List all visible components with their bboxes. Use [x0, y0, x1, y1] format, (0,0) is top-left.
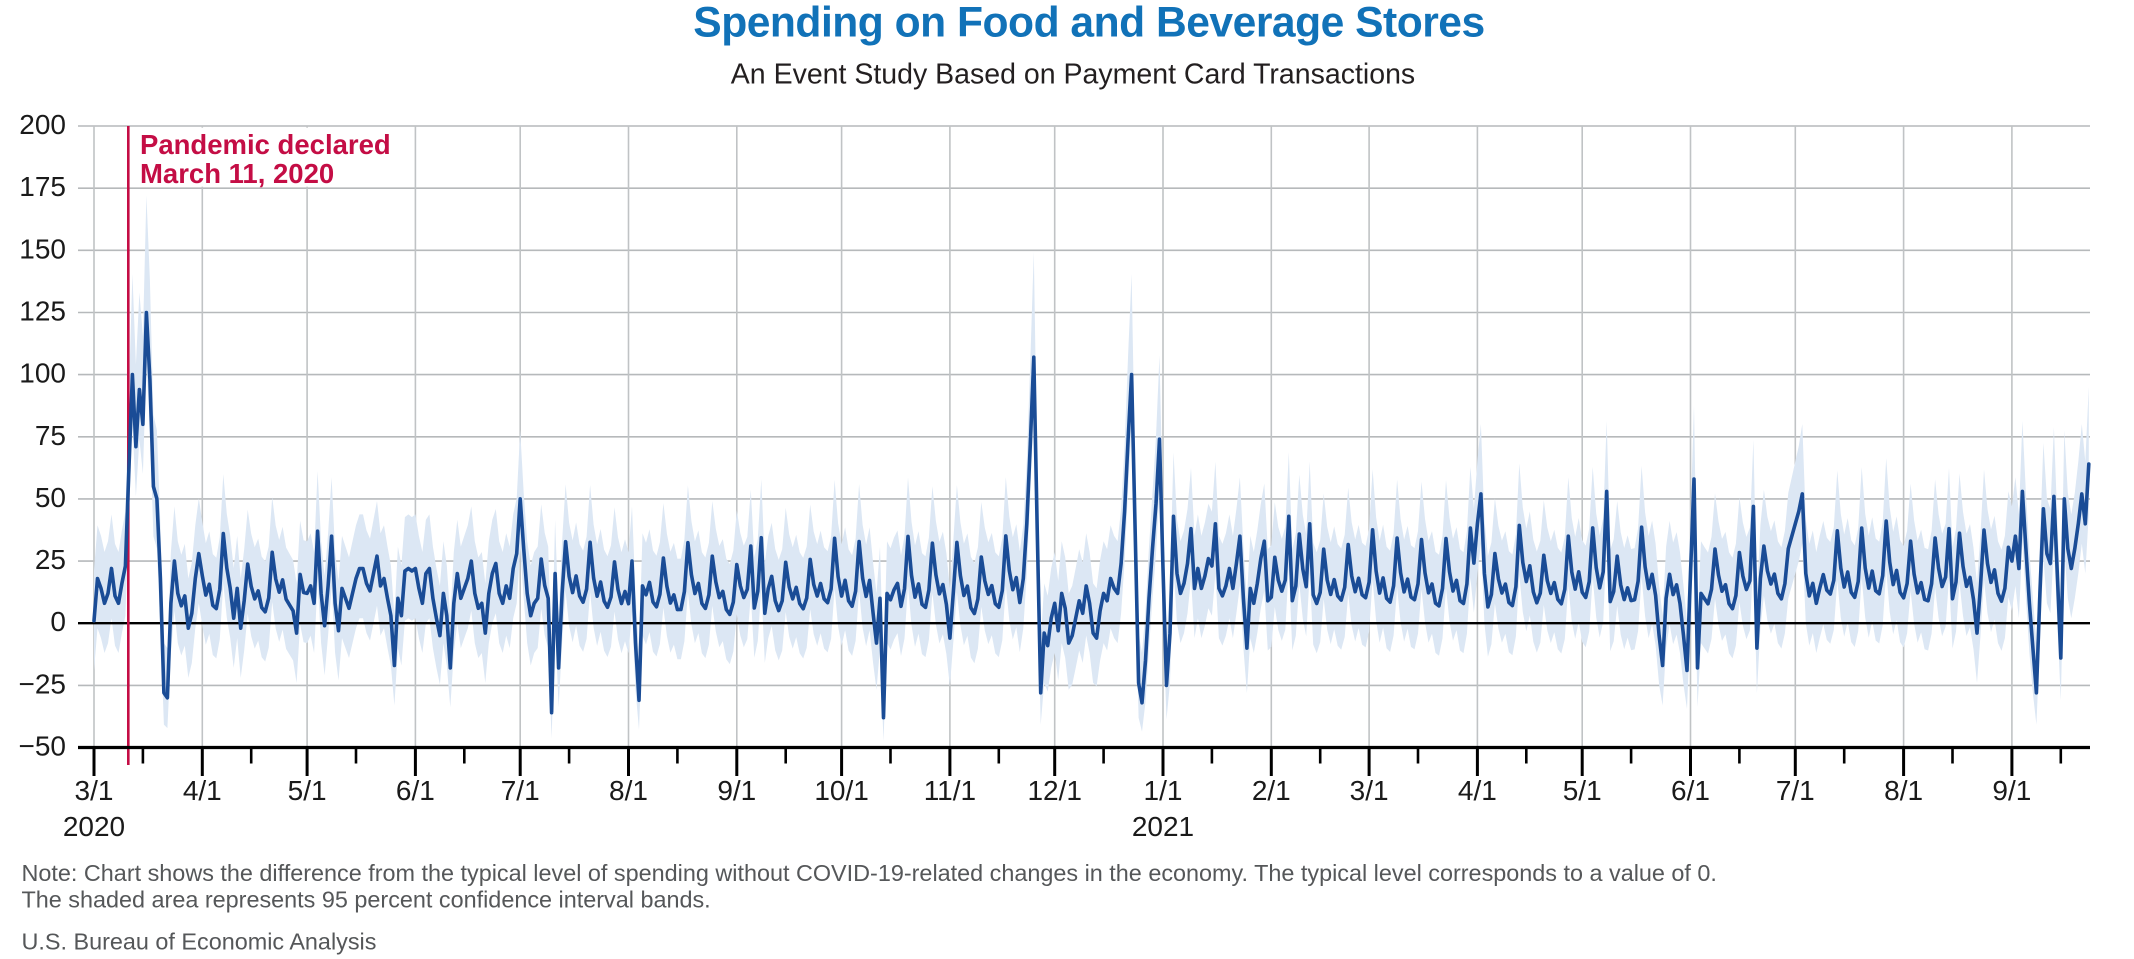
- svg-text:4/1: 4/1: [183, 775, 222, 806]
- svg-text:4/1: 4/1: [1458, 775, 1497, 806]
- svg-text:7/1: 7/1: [501, 775, 540, 806]
- svg-text:8/1: 8/1: [1884, 775, 1923, 806]
- svg-text:5/1: 5/1: [288, 775, 327, 806]
- svg-text:1/1: 1/1: [1144, 775, 1183, 806]
- svg-text:50: 50: [35, 482, 66, 513]
- svg-text:U.S. Bureau of Economic Analys: U.S. Bureau of Economic Analysis: [22, 928, 377, 954]
- svg-text:200: 200: [19, 109, 66, 140]
- svg-text:2/1: 2/1: [1252, 775, 1291, 806]
- svg-text:The shaded area represents 95: The shaded area represents 95 percent co…: [22, 887, 711, 913]
- svg-text:6/1: 6/1: [1671, 775, 1710, 806]
- svg-text:March 11, 2020: March 11, 2020: [140, 158, 334, 189]
- svg-text:3/1: 3/1: [75, 775, 114, 806]
- svg-text:5/1: 5/1: [1563, 775, 1602, 806]
- svg-text:9/1: 9/1: [717, 775, 756, 806]
- svg-text:9/1: 9/1: [1992, 775, 2031, 806]
- svg-text:2020: 2020: [63, 811, 125, 842]
- svg-text:2021: 2021: [1132, 811, 1194, 842]
- svg-text:150: 150: [19, 233, 66, 264]
- svg-text:−50: −50: [19, 731, 67, 762]
- svg-text:Spending on Food and Beverage: Spending on Food and Beverage Stores: [693, 0, 1484, 47]
- svg-text:Pandemic declared: Pandemic declared: [140, 129, 391, 160]
- svg-text:0: 0: [50, 606, 66, 637]
- svg-text:3/1: 3/1: [1350, 775, 1389, 806]
- svg-text:6/1: 6/1: [396, 775, 435, 806]
- svg-text:10/1: 10/1: [814, 775, 869, 806]
- svg-text:An Event Study Based on Paymen: An Event Study Based on Payment Card Tra…: [731, 59, 1415, 91]
- svg-text:−25: −25: [19, 668, 67, 699]
- svg-text:25: 25: [35, 544, 66, 575]
- svg-text:75: 75: [35, 420, 66, 451]
- svg-text:125: 125: [19, 296, 66, 327]
- svg-text:175: 175: [19, 171, 66, 202]
- svg-text:Note: Chart shows the differen: Note: Chart shows the difference from th…: [22, 860, 1717, 886]
- svg-text:11/1: 11/1: [924, 775, 976, 806]
- svg-text:100: 100: [19, 358, 66, 389]
- svg-text:8/1: 8/1: [609, 775, 648, 806]
- svg-text:7/1: 7/1: [1776, 775, 1815, 806]
- svg-text:12/1: 12/1: [1027, 775, 1082, 806]
